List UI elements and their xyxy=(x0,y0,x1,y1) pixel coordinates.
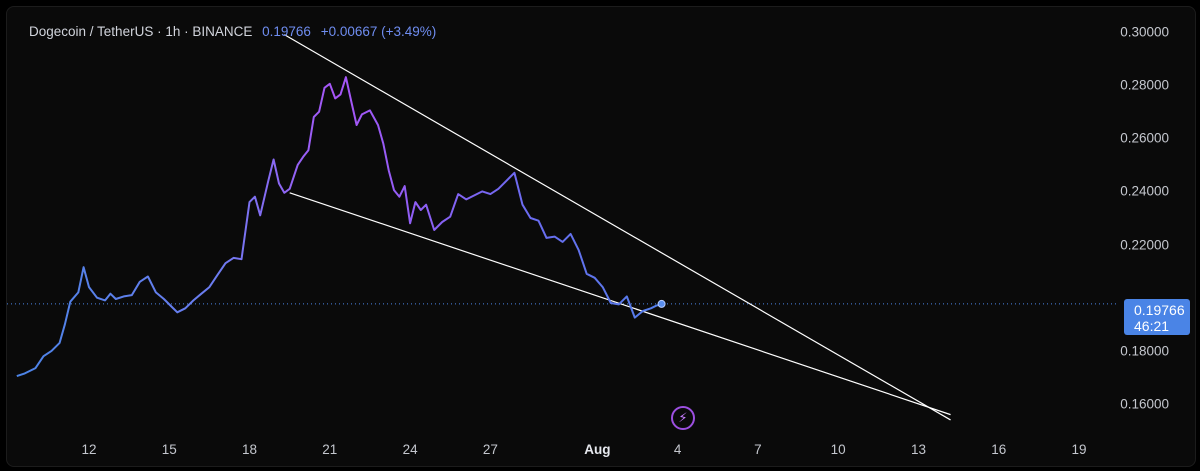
last-price-point xyxy=(657,299,666,308)
x-tick-label: 18 xyxy=(242,442,258,457)
y-tick-label: 0.18000 xyxy=(1120,343,1169,359)
last-price: 0.19766 xyxy=(262,24,311,39)
x-tick-label: 12 xyxy=(81,442,97,457)
x-tick-label: 27 xyxy=(482,442,498,457)
price-tag-value: 0.19766 xyxy=(1134,302,1185,318)
y-tick-label: 0.16000 xyxy=(1120,396,1169,412)
x-tick-label: 7 xyxy=(754,442,762,457)
lightning-bolt-icon[interactable]: ⚡ xyxy=(671,406,695,430)
y-tick-label: 0.30000 xyxy=(1120,24,1169,40)
chart-frame: Dogecoin / TetherUS · 1h · BINANCE 0.197… xyxy=(6,6,1196,467)
y-tick-label: 0.28000 xyxy=(1120,77,1169,93)
y-tick-label: 0.24000 xyxy=(1120,183,1169,199)
x-tick-label: 19 xyxy=(1071,442,1087,457)
x-tick-label: 16 xyxy=(991,442,1007,457)
x-tick-label: 15 xyxy=(161,442,177,457)
x-tick-label: 10 xyxy=(830,442,846,457)
current-price-tag: 0.19766 46:21 xyxy=(1124,299,1190,335)
chart-header: Dogecoin / TetherUS · 1h · BINANCE 0.197… xyxy=(29,24,436,39)
x-tick-label: 4 xyxy=(673,442,682,457)
price-chart[interactable] xyxy=(7,7,1195,466)
price-line[interactable] xyxy=(16,76,662,378)
y-tick-label: 0.26000 xyxy=(1120,130,1169,146)
x-tick-label: 24 xyxy=(402,442,418,457)
upper-trendline[interactable] xyxy=(284,34,951,421)
symbol-title[interactable]: Dogecoin / TetherUS · 1h · BINANCE xyxy=(29,24,253,39)
x-tick-label: 21 xyxy=(322,442,338,457)
y-tick-label: 0.22000 xyxy=(1120,237,1169,253)
price-change: +0.00667 (+3.49%) xyxy=(320,24,437,39)
x-tick-label: 13 xyxy=(910,442,926,457)
bar-countdown: 46:21 xyxy=(1134,318,1170,334)
x-tick-label: Aug xyxy=(584,442,611,457)
